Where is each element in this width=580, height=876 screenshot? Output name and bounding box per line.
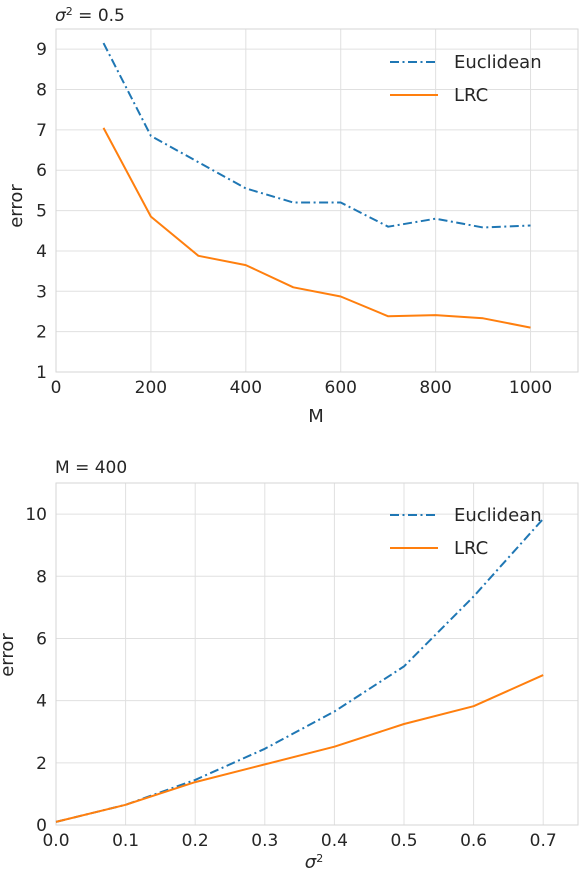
legend-label-euclidean: Euclidean bbox=[454, 505, 542, 526]
x-axis-label: M bbox=[308, 406, 324, 427]
legend: Euclidean LRC bbox=[390, 52, 542, 106]
title-sigma-symbol: σ bbox=[55, 6, 67, 26]
series-line-euclidean bbox=[55, 518, 544, 823]
y-axis-label: error bbox=[6, 184, 27, 228]
y-tick-label: 6 bbox=[36, 629, 47, 649]
series-lines bbox=[102, 42, 531, 329]
y-tick-label: 7 bbox=[36, 121, 47, 141]
chart-title-m: M = 400 bbox=[55, 458, 127, 478]
y-tick-label: 3 bbox=[36, 282, 47, 302]
y-tick-label: 8 bbox=[36, 81, 47, 101]
y-axis-label: error bbox=[0, 633, 18, 677]
legend-label-lrc: LRC bbox=[454, 538, 488, 559]
grid bbox=[55, 483, 578, 826]
x-tick-label: 200 bbox=[135, 378, 167, 398]
y-tick-label: 1 bbox=[36, 363, 47, 383]
y-tick-label: 6 bbox=[36, 161, 47, 181]
xlabel-sigma-symbol: σ bbox=[305, 852, 317, 873]
y-tick-label: 9 bbox=[36, 40, 47, 60]
x-tick-label: 400 bbox=[230, 378, 262, 398]
xlabel-sigma-sup: 2 bbox=[316, 852, 323, 865]
y-tick-label: 0 bbox=[36, 816, 47, 836]
tick-labels: 0.0 0.1 0.2 0.3 0.4 0.5 0.6 0.7 0 2 4 6 8 10 bbox=[25, 505, 556, 851]
plot-border bbox=[55, 482, 579, 826]
tick-labels: 0 200 400 600 800 1000 1 2 3 4 5 6 7 8 9 bbox=[36, 40, 552, 398]
plot-frame bbox=[55, 28, 579, 373]
x-tick-label: 600 bbox=[325, 378, 357, 398]
title-sigma-sup: 2 bbox=[66, 5, 73, 18]
chart-error-vs-sigma: M = 400 0.0 0.1 0.2 0.3 0.4 0.5 0.6 0.70246810 … bbox=[0, 458, 579, 874]
x-tick-label: 0.4 bbox=[321, 831, 348, 851]
x-tick-label: 800 bbox=[419, 378, 451, 398]
x-tick-label: 0.6 bbox=[460, 831, 487, 851]
x-axis-label: σ2 bbox=[305, 852, 323, 874]
x-tick-label: 0.2 bbox=[182, 831, 209, 851]
y-tick-label: 8 bbox=[36, 567, 47, 587]
plot-border bbox=[55, 28, 579, 373]
y-tick-label: 2 bbox=[36, 754, 47, 774]
legend: Euclidean LRC bbox=[390, 505, 542, 559]
x-tick-label: 0.7 bbox=[530, 831, 557, 851]
series-line-lrc bbox=[55, 674, 544, 823]
chart-title-sigma: σ2 = 0.5 bbox=[55, 5, 125, 27]
x-tick-label: 0.0 bbox=[42, 831, 69, 851]
series-lines bbox=[55, 518, 544, 823]
y-tick-label: 5 bbox=[36, 202, 47, 222]
x-tick-label: 0.5 bbox=[390, 831, 417, 851]
legend-label-euclidean: Euclidean bbox=[454, 52, 542, 73]
x-tick-label: 1000 bbox=[509, 378, 552, 398]
legend-label-lrc: LRC bbox=[454, 85, 488, 106]
series-line-lrc bbox=[102, 127, 531, 329]
y-tick-label: 4 bbox=[36, 692, 47, 712]
x-tick-label: 0.1 bbox=[112, 831, 139, 851]
y-tick-label: 10 bbox=[25, 505, 47, 525]
series-line-euclidean bbox=[102, 42, 531, 229]
y-tick-label: 2 bbox=[36, 323, 47, 343]
y-tick-label: 4 bbox=[36, 242, 47, 262]
title-sigma-rest: = 0.5 bbox=[73, 6, 125, 26]
plot-frame bbox=[55, 482, 579, 826]
x-tick-label: 0.3 bbox=[251, 831, 278, 851]
x-tick-label: 0 bbox=[51, 378, 62, 398]
